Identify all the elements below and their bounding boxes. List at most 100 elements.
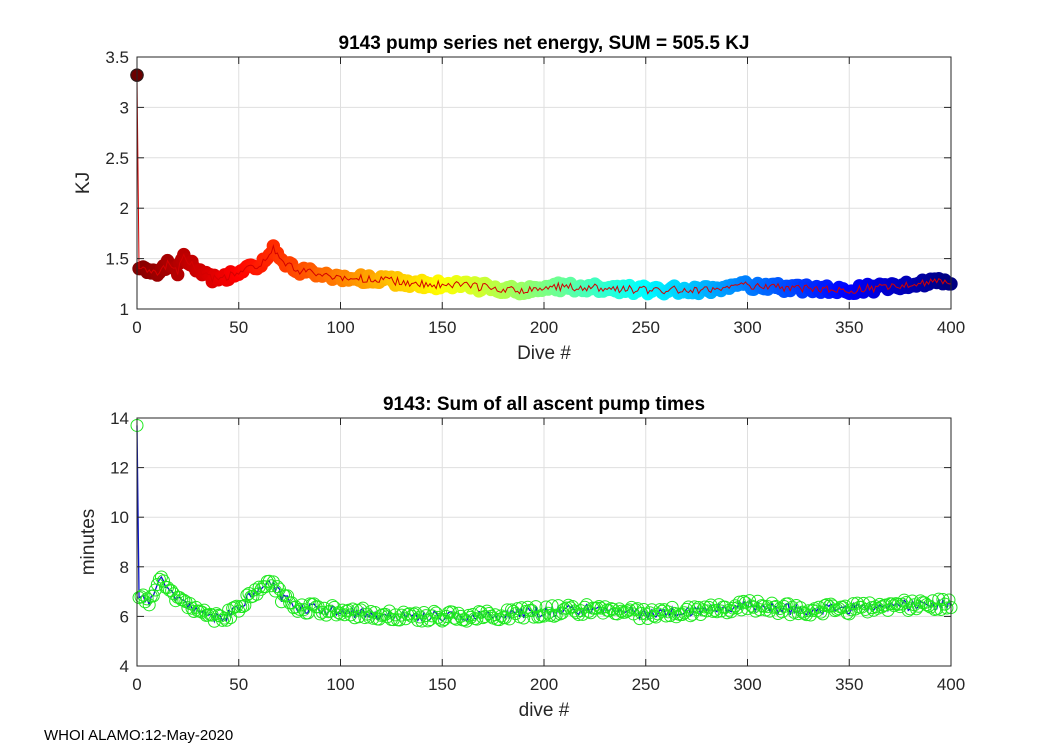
data-point: [702, 600, 716, 614]
y-tick-label: 1.5: [105, 250, 129, 269]
y-axis-label: minutes: [78, 509, 99, 576]
x-tick-label: 50: [229, 675, 248, 694]
data-point: [368, 606, 382, 620]
chart-title: 9143 pump series net energy, SUM = 505.5…: [339, 33, 750, 54]
data-point: [940, 601, 954, 615]
x-tick-label: 100: [326, 675, 354, 694]
data-point: [504, 603, 518, 617]
data-series: [130, 418, 958, 628]
data-point: [830, 603, 844, 617]
x-tick-label: 400: [937, 318, 965, 337]
y-tick-label: 3: [120, 98, 129, 117]
data-point: [220, 613, 234, 627]
data-point: [146, 589, 160, 603]
data-point: [899, 595, 913, 609]
x-tick-label: 350: [835, 318, 863, 337]
x-tick-label: 250: [632, 318, 660, 337]
data-point: [150, 577, 164, 591]
pump-time-chart: 0 50 100 150 200 250 300 350 400 4 6 8 10 12 14 9143: S…: [78, 394, 965, 721]
data-point: [319, 608, 333, 622]
chart-title: 9143: Sum of all ascent pump times: [383, 394, 705, 415]
y-tick-label: 6: [120, 607, 129, 626]
data-point: [169, 594, 183, 608]
data-point: [551, 599, 565, 613]
data-point: [543, 608, 557, 622]
data-point: [403, 607, 417, 621]
data-point: [195, 605, 209, 619]
data-point: [690, 603, 704, 617]
data-point: [380, 610, 394, 624]
data-point: [331, 606, 345, 620]
y-tick-label: 10: [110, 508, 129, 527]
data-point: [743, 594, 757, 608]
data-point: [281, 589, 295, 603]
y-tick-label: 8: [120, 558, 129, 577]
x-tick-label: 50: [229, 318, 248, 337]
data-point: [291, 604, 305, 618]
data-point: [795, 605, 809, 619]
data-point: [622, 603, 636, 617]
data-point: [521, 600, 535, 614]
data-point: [942, 593, 956, 607]
x-tick-label: 0: [132, 318, 141, 337]
data-point: [352, 610, 366, 624]
data-point: [238, 598, 252, 612]
y-tick-label: 14: [110, 409, 129, 428]
data-point: [545, 599, 559, 613]
data-point: [783, 608, 797, 622]
data-point: [156, 574, 170, 588]
data-point: [885, 597, 899, 611]
series-line: [136, 75, 952, 295]
data-point: [140, 592, 154, 606]
footer-stamp: WHOI ALAMO:12-May-2020: [44, 727, 234, 744]
x-tick-label: 200: [530, 318, 558, 337]
x-tick-label: 100: [326, 318, 354, 337]
data-point: [142, 598, 156, 612]
data-point: [667, 606, 681, 620]
data-point: [781, 597, 795, 611]
data-point: [620, 604, 634, 618]
data-point: [806, 603, 820, 617]
data-point: [515, 601, 529, 615]
data-point: [712, 598, 726, 612]
data-point: [846, 597, 860, 611]
y-tick-label: 4: [120, 657, 129, 676]
y-tick-label: 2.5: [105, 149, 129, 168]
data-point: [470, 612, 484, 626]
data-point: [433, 612, 447, 626]
x-tick-label: 300: [733, 675, 761, 694]
data-point: [270, 580, 284, 594]
data-point: [903, 602, 917, 616]
data-point: [177, 593, 191, 607]
x-axis-label: dive #: [519, 700, 570, 721]
data-point: [924, 600, 938, 614]
data-point: [236, 600, 250, 614]
x-tick-label: 150: [428, 318, 456, 337]
data-point: [922, 599, 936, 613]
x-axis-label: Dive #: [517, 343, 571, 364]
data-series: [130, 68, 958, 301]
x-tick-label: 150: [428, 675, 456, 694]
data-point: [500, 603, 514, 617]
data-point: [692, 601, 706, 615]
data-point: [856, 596, 870, 610]
y-tick-label: 12: [110, 459, 129, 478]
x-tick-label: 350: [835, 675, 863, 694]
data-point: [215, 613, 229, 627]
energy-chart: 0 50 100 150 200 250 300 350 400 1 1.5 2 2.5 3 3.5 9143…: [73, 33, 965, 364]
data-point: [435, 614, 449, 628]
x-tick-label: 0: [132, 675, 141, 694]
data-point: [511, 602, 525, 616]
data-point: [449, 612, 463, 626]
data-point: [447, 611, 461, 625]
data-point: [557, 602, 571, 616]
data-point: [926, 594, 940, 608]
data-point: [930, 602, 944, 616]
y-tick-label: 2: [120, 199, 129, 218]
y-axis-label: KJ: [73, 172, 94, 194]
data-point: [598, 600, 612, 614]
data-point: [533, 610, 547, 624]
x-tick-label: 250: [632, 675, 660, 694]
data-point: [625, 600, 639, 614]
